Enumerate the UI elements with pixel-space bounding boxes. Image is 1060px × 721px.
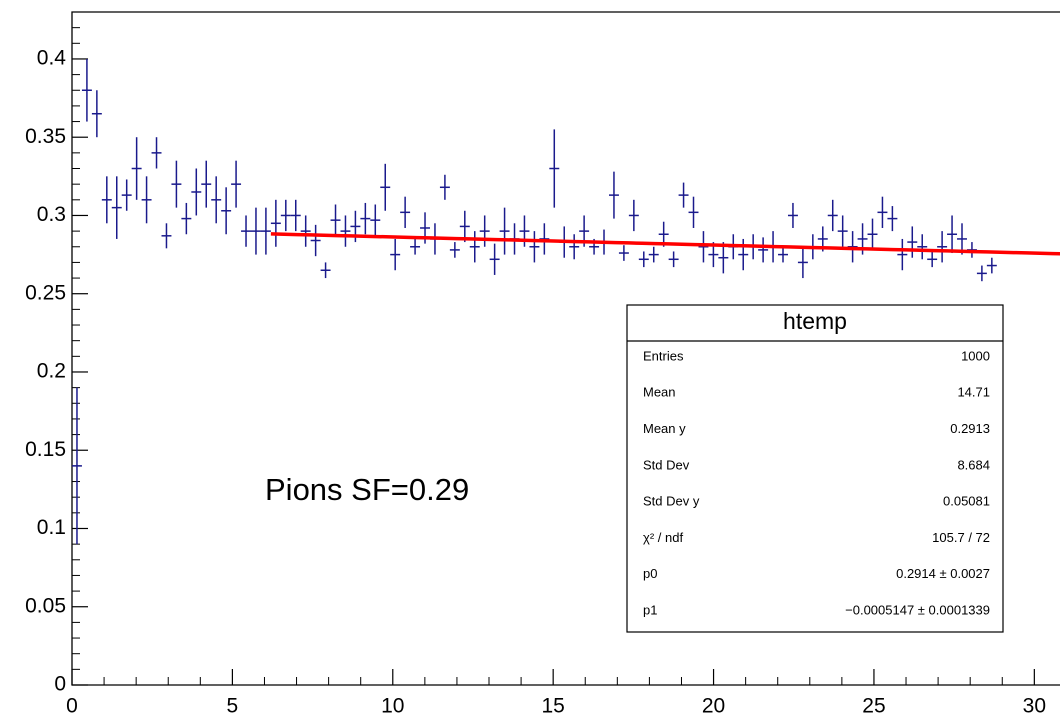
axis-frame [71, 11, 1060, 686]
y-tick-label: 0.15 [25, 438, 66, 461]
stats-value: 8.684 [957, 457, 990, 472]
stats-label: p0 [643, 566, 657, 581]
fit-line [270, 232, 1060, 256]
y-tick-label: 0.2 [37, 360, 66, 383]
stats-label: Std Dev [643, 457, 690, 472]
stats-label: Mean [643, 385, 676, 400]
y-tick-label: 0 [54, 673, 66, 696]
stats-value: 14.71 [957, 385, 990, 400]
plot-area: 0 0.05 0.1 0.15 0.2 0.25 0.3 0.35 0.4 0 5 10 15 20 25 3… [25, 11, 1060, 718]
y-tick-label: 0.1 [37, 516, 66, 539]
x-tick-label: 5 [227, 695, 239, 718]
stats-label: Entries [643, 348, 684, 363]
stats-label: p1 [643, 603, 657, 618]
stats-value: 0.05081 [943, 494, 990, 509]
x-tick-label: 10 [381, 695, 404, 718]
y-tick-label: 0.3 [37, 203, 66, 226]
stats-title: htemp [783, 308, 847, 334]
annotation: Pions SF=0.29 [265, 472, 469, 507]
x-tick-label: 30 [1023, 695, 1046, 718]
stats-value: 105.7 / 72 [932, 530, 990, 545]
stats-value: 0.2914 ± 0.0027 [896, 566, 990, 581]
stats-value: 0.2913 [950, 421, 990, 436]
stats-value: −0.0005147 ± 0.0001339 [845, 603, 990, 618]
stats-label: χ² / ndf [643, 530, 683, 545]
x-tick-label: 25 [862, 695, 885, 718]
stats-label: Mean y [643, 421, 686, 436]
y-tick-label: 0.4 [37, 47, 67, 70]
x-tick-label: 0 [66, 695, 78, 718]
y-tick-label: 0.05 [25, 594, 66, 617]
stats-value: 1000 [961, 348, 990, 363]
stats-box: htemp Entries 1000 Mean 14.71 Mean y 0.2913 St… [626, 304, 1004, 633]
x-tick-label: 20 [702, 695, 725, 718]
y-tick-label: 0.25 [25, 281, 66, 304]
x-tick-label: 15 [541, 695, 564, 718]
stats-label: Std Dev y [643, 494, 700, 509]
stats-frame [626, 304, 1004, 633]
y-tick-label: 0.35 [25, 125, 66, 148]
